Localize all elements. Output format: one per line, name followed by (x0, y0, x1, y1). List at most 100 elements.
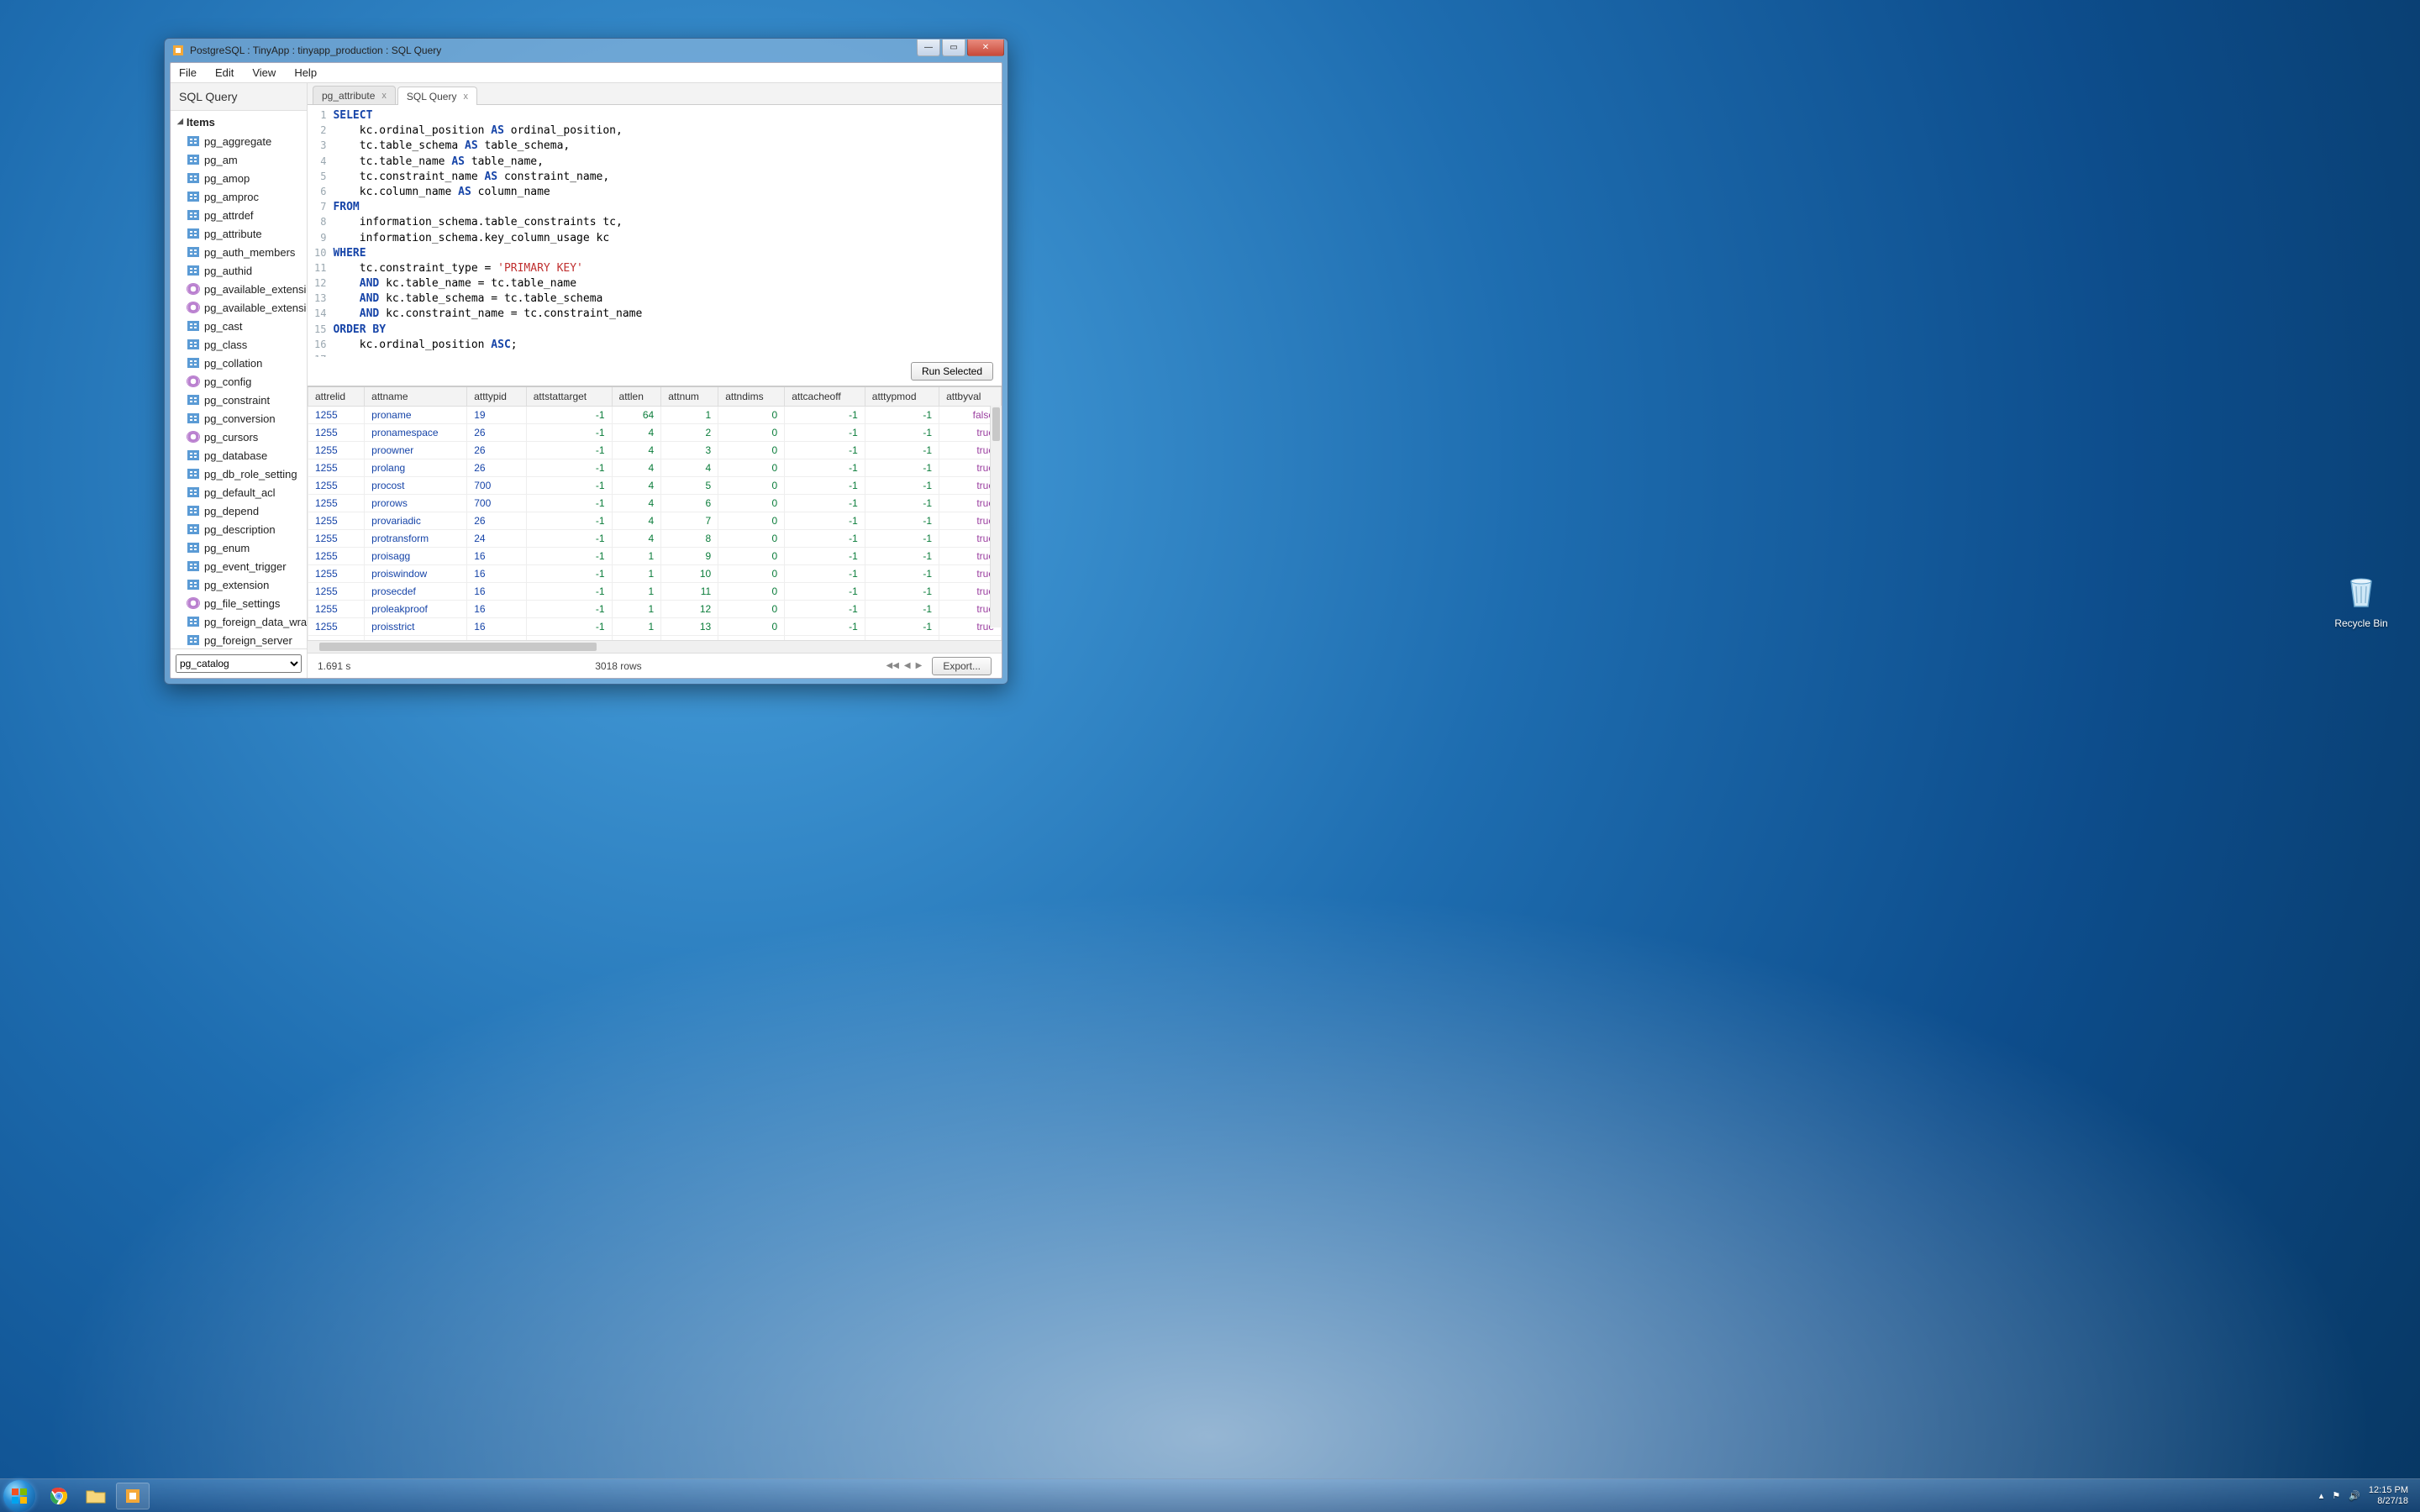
tree-item-pg_foreign_server[interactable]: pg_foreign_server (176, 631, 307, 648)
horizontal-scrollbar[interactable] (308, 640, 1002, 653)
table-row[interactable]: 1255proisstrict16-11130-1-1true (308, 618, 1002, 636)
tree-item-pg_authid[interactable]: pg_authid (176, 261, 307, 280)
table-row[interactable]: 1255prolang26-1440-1-1true (308, 459, 1002, 477)
table-row[interactable]: 1255proisagg16-1190-1-1true (308, 548, 1002, 565)
tab-sql-query[interactable]: SQL Queryx (397, 87, 477, 105)
tree-item-pg_depend[interactable]: pg_depend (176, 501, 307, 520)
table-icon (187, 617, 199, 627)
start-button[interactable] (3, 1480, 35, 1512)
tree-item-pg_config[interactable]: pg_config (176, 372, 307, 391)
table-icon (187, 358, 199, 368)
table-icon (187, 469, 199, 479)
tree-item-pg_conversion[interactable]: pg_conversion (176, 409, 307, 428)
tray-volume-icon[interactable]: 🔊 (2349, 1490, 2360, 1501)
table-icon (187, 543, 199, 553)
col-attndims[interactable]: attndims (718, 387, 785, 407)
col-atttypid[interactable]: atttypid (467, 387, 527, 407)
table-icon (187, 265, 199, 276)
tree-item-pg_db_role_setting[interactable]: pg_db_role_setting (176, 465, 307, 483)
system-tray[interactable]: ▴ ⚑ 🔊 12:15 PM 8/27/18 (2319, 1485, 2417, 1506)
taskbar: ▴ ⚑ 🔊 12:15 PM 8/27/18 (0, 1478, 2420, 1512)
close-button[interactable]: ✕ (967, 39, 1004, 56)
col-attlen[interactable]: attlen (612, 387, 661, 407)
tree-item-pg_class[interactable]: pg_class (176, 335, 307, 354)
gear-icon (187, 302, 199, 312)
tree-item-pg_event_trigger[interactable]: pg_event_trigger (176, 557, 307, 575)
col-attname[interactable]: attname (365, 387, 467, 407)
menu-help[interactable]: Help (291, 65, 320, 81)
col-attrelid[interactable]: attrelid (308, 387, 365, 407)
windows-logo-icon (11, 1488, 28, 1504)
table-icon (187, 321, 199, 331)
results-grid[interactable]: attrelidattnameatttypidattstattargetattl… (308, 386, 1002, 640)
titlebar[interactable]: PostgreSQL : TinyApp : tinyapp_productio… (165, 39, 1007, 62)
sql-editor[interactable]: 1234567891011121314151617181920 SELECT k… (308, 105, 1002, 357)
taskbar-app[interactable] (116, 1483, 150, 1509)
tree-item-pg_default_acl[interactable]: pg_default_acl (176, 483, 307, 501)
maximize-button[interactable]: ▭ (942, 39, 965, 56)
app-taskbar-icon (124, 1487, 142, 1505)
table-row[interactable]: 1255prorows700-1460-1-1true (308, 495, 1002, 512)
tree-item-pg_extension[interactable]: pg_extension (176, 575, 307, 594)
minimize-button[interactable]: — (917, 39, 940, 56)
table-icon (187, 524, 199, 534)
table-icon (187, 413, 199, 423)
tray-flag-icon[interactable]: ⚑ (2332, 1490, 2340, 1501)
tree-item-pg_enum[interactable]: pg_enum (176, 538, 307, 557)
run-selected-button[interactable]: Run Selected (911, 362, 993, 381)
tree-item-pg_amproc[interactable]: pg_amproc (176, 187, 307, 206)
table-icon (187, 487, 199, 497)
table-row[interactable]: 1255prosecdef16-11110-1-1true (308, 583, 1002, 601)
col-attnum[interactable]: attnum (661, 387, 718, 407)
tree-item-pg_database[interactable]: pg_database (176, 446, 307, 465)
recycle-bin[interactable]: Recycle Bin (2328, 571, 2395, 629)
export-button[interactable]: Export... (932, 657, 992, 675)
tree-item-pg_file_settings[interactable]: pg_file_settings (176, 594, 307, 612)
col-attcacheoff[interactable]: attcacheoff (785, 387, 865, 407)
tree-item-pg_amop[interactable]: pg_amop (176, 169, 307, 187)
taskbar-clock[interactable]: 12:15 PM 8/27/18 (2369, 1485, 2408, 1506)
tray-arrow-icon[interactable]: ▴ (2319, 1490, 2324, 1501)
col-attbyval[interactable]: attbyval (939, 387, 1002, 407)
taskbar-explorer[interactable] (79, 1483, 113, 1509)
menu-file[interactable]: File (176, 65, 200, 81)
query-time: 1.691 s (318, 660, 350, 672)
tab-close-icon[interactable]: x (463, 92, 468, 102)
tree-item-pg_cast[interactable]: pg_cast (176, 317, 307, 335)
taskbar-chrome[interactable] (42, 1483, 76, 1509)
col-attstattarget[interactable]: attstattarget (526, 387, 612, 407)
vertical-scrollbar[interactable] (990, 406, 1002, 627)
tree-item-pg_collation[interactable]: pg_collation (176, 354, 307, 372)
menu-edit[interactable]: Edit (212, 65, 237, 81)
table-row[interactable]: 1255proiswindow16-11100-1-1true (308, 565, 1002, 583)
tree-item-pg_attribute[interactable]: pg_attribute (176, 224, 307, 243)
table-row[interactable]: 1255proname19-16410-1-1false (308, 407, 1002, 424)
tab-close-icon[interactable]: x (381, 91, 387, 101)
tree-item-pg_available_extension[interactable]: pg_available_extension (176, 280, 307, 298)
tree-item-pg_foreign_data_wrap[interactable]: pg_foreign_data_wrap (176, 612, 307, 631)
table-row[interactable]: 1255provariadic26-1470-1-1true (308, 512, 1002, 530)
table-row[interactable]: 1255proleakproof16-11120-1-1true (308, 601, 1002, 618)
tree-item-pg_available_extension[interactable]: pg_available_extension (176, 298, 307, 317)
table-row[interactable]: 1255protransform24-1480-1-1true (308, 530, 1002, 548)
recycle-bin-label: Recycle Bin (2328, 617, 2395, 629)
tree-item-pg_auth_members[interactable]: pg_auth_members (176, 243, 307, 261)
menu-view[interactable]: View (249, 65, 279, 81)
tree-root[interactable]: Items (171, 111, 307, 132)
tab-pg_attribute[interactable]: pg_attributex (313, 86, 396, 104)
pager[interactable]: ◀◀◀▶ (886, 661, 923, 670)
schema-select[interactable]: pg_catalog (176, 654, 302, 673)
col-atttypmod[interactable]: atttypmod (865, 387, 939, 407)
table-row[interactable]: 1255proowner26-1430-1-1true (308, 442, 1002, 459)
tree-item-pg_cursors[interactable]: pg_cursors (176, 428, 307, 446)
tree-item-pg_am[interactable]: pg_am (176, 150, 307, 169)
tree-item-pg_aggregate[interactable]: pg_aggregate (176, 132, 307, 150)
tree-item-pg_attrdef[interactable]: pg_attrdef (176, 206, 307, 224)
table-row[interactable]: 1255procost700-1450-1-1true (308, 477, 1002, 495)
tree-item-pg_constraint[interactable]: pg_constraint (176, 391, 307, 409)
tree-item-pg_description[interactable]: pg_description (176, 520, 307, 538)
recycle-bin-icon (2341, 571, 2381, 612)
tree[interactable]: pg_aggregatepg_ampg_amoppg_amprocpg_attr… (171, 132, 307, 648)
table-row[interactable]: 1255pronamespace26-1420-1-1true (308, 424, 1002, 442)
table-icon (187, 635, 199, 645)
